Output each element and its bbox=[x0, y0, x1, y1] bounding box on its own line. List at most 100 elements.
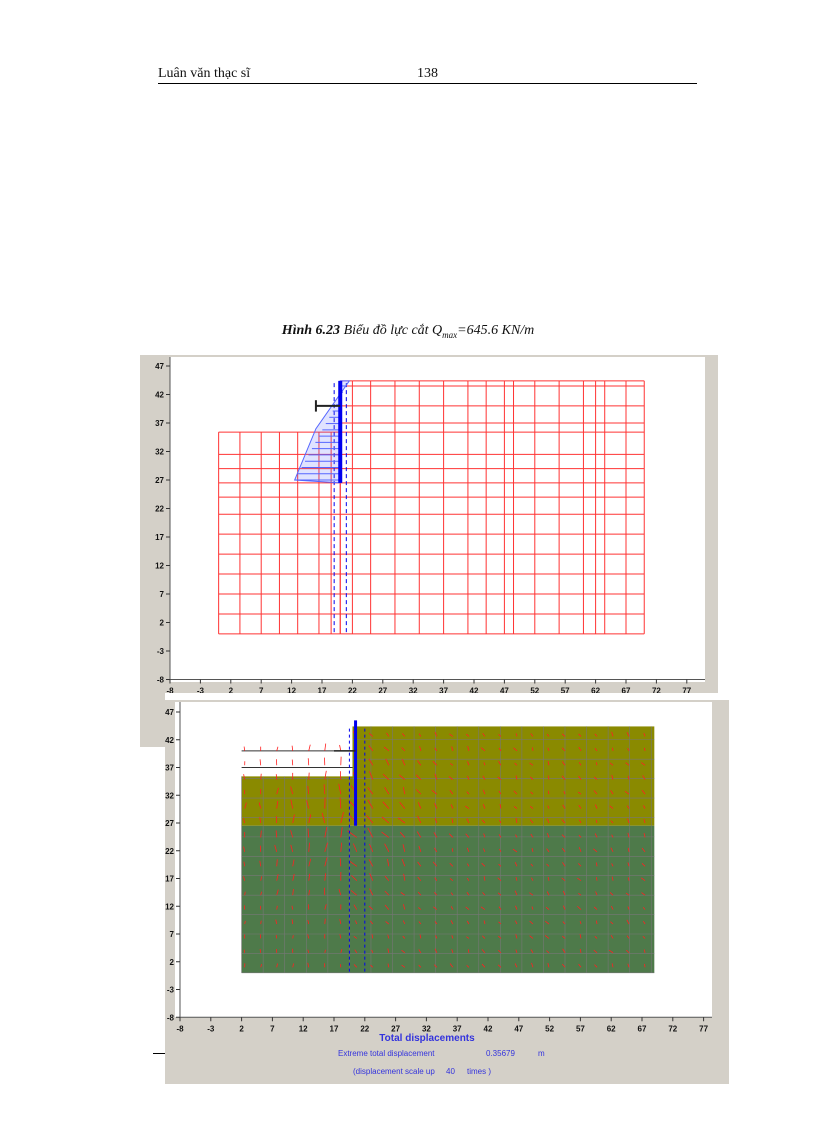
x-tick-label: 42 bbox=[470, 687, 479, 696]
y-tick-label: -3 bbox=[157, 647, 165, 656]
displacement-arrow bbox=[433, 964, 438, 968]
displacement-arrow bbox=[530, 733, 534, 737]
scale-suffix: times ) bbox=[467, 1067, 491, 1076]
displacement-arrow bbox=[578, 863, 582, 867]
displacement-arrow bbox=[515, 934, 518, 939]
displacement-arrow bbox=[274, 844, 278, 852]
displacement-arrow bbox=[515, 775, 518, 780]
displacement-arrow bbox=[497, 776, 502, 781]
displacement-arrow bbox=[498, 734, 502, 737]
x-tick-label: 62 bbox=[591, 687, 600, 696]
displacement-arrow bbox=[514, 920, 518, 925]
header-rule bbox=[158, 83, 697, 84]
displacement-arrow bbox=[366, 815, 374, 824]
x-tick-label: 32 bbox=[409, 687, 418, 696]
header-title: Luân văn thạc sĩ bbox=[158, 66, 251, 81]
displacement-arrow bbox=[546, 848, 550, 853]
displacement-arrow bbox=[244, 891, 246, 896]
displacement-arrow bbox=[385, 758, 390, 766]
displacement-arrow bbox=[258, 802, 262, 809]
displacement-arrow bbox=[544, 935, 550, 939]
displacement-arrow bbox=[433, 891, 438, 896]
displacement-arrow bbox=[466, 733, 470, 737]
displacement-arrow bbox=[368, 859, 374, 867]
displacement-arrow bbox=[418, 964, 422, 968]
displacement-arrow bbox=[515, 834, 518, 838]
displacement-arrow bbox=[417, 876, 422, 881]
displacement-arrow bbox=[448, 776, 454, 781]
scale-prefix: (displacement scale up bbox=[353, 1067, 435, 1076]
displacement-arrow bbox=[547, 760, 550, 766]
displacement-arrow bbox=[292, 859, 295, 867]
x-tick-label: 52 bbox=[530, 687, 539, 696]
displacement-arrow bbox=[627, 775, 630, 780]
displacement-arrow bbox=[514, 890, 518, 896]
displacement-arrow bbox=[515, 905, 518, 910]
displacement-arrow bbox=[466, 791, 470, 795]
displacement-arrow bbox=[626, 919, 630, 925]
x-tick-label: 57 bbox=[576, 1024, 585, 1033]
displacement-arrow bbox=[368, 745, 374, 752]
displacement-arrow bbox=[432, 861, 438, 867]
displacement-arrow bbox=[260, 876, 263, 881]
displacement-arrow bbox=[514, 963, 518, 968]
displacement-arrow bbox=[382, 773, 390, 780]
displacement-arrow bbox=[611, 863, 614, 867]
displacement-arrow bbox=[609, 892, 614, 896]
displacement-arrow bbox=[383, 746, 390, 752]
displacement-arrow bbox=[259, 948, 262, 953]
displacement-arrow bbox=[466, 818, 470, 824]
displacement-arrow bbox=[276, 859, 278, 867]
displacement-arrow bbox=[467, 949, 470, 953]
x-tick-label: 52 bbox=[545, 1024, 554, 1033]
displacement-arrow bbox=[594, 936, 598, 939]
displacement-arrow bbox=[324, 918, 326, 925]
displacement-arrow bbox=[514, 862, 518, 867]
displacement-arrow bbox=[480, 906, 486, 910]
displacement-arrow bbox=[515, 818, 518, 824]
displacement-arrow bbox=[483, 848, 486, 853]
displacement-arrow bbox=[449, 789, 454, 795]
x-tick-label: 77 bbox=[699, 1024, 708, 1033]
y-tick-label: 22 bbox=[165, 847, 174, 856]
displacement-arrow bbox=[467, 775, 470, 780]
displacement-arrow bbox=[418, 949, 422, 954]
displacement-arrow bbox=[449, 878, 454, 882]
displacement-arrow bbox=[498, 935, 502, 939]
displacement-arrow bbox=[529, 819, 534, 824]
displacement-arrow bbox=[308, 814, 312, 824]
displacement-arrow bbox=[340, 811, 344, 824]
displacement-arrow bbox=[369, 920, 374, 925]
displacement-arrow bbox=[499, 848, 502, 853]
y-tick-label: 17 bbox=[165, 875, 174, 884]
displacement-arrow bbox=[451, 848, 454, 852]
displacement-arrow bbox=[450, 892, 454, 896]
displacement-arrow bbox=[513, 806, 518, 809]
displacement-arrow bbox=[578, 733, 582, 737]
page-number: 138 bbox=[417, 66, 438, 81]
caption-subscript: max bbox=[442, 329, 458, 340]
y-tick-label: 12 bbox=[165, 902, 174, 911]
displacement-arrow bbox=[276, 746, 279, 751]
displacement-arrow bbox=[498, 949, 502, 954]
displacement-arrow bbox=[418, 845, 422, 852]
displacement-arrow bbox=[382, 801, 390, 809]
displacement-arrow bbox=[432, 761, 438, 766]
displacement-arrow bbox=[642, 935, 646, 939]
y-tick-label: 42 bbox=[165, 736, 174, 745]
displacement-arrow bbox=[307, 758, 310, 766]
displacement-arrow bbox=[324, 743, 327, 751]
displacement-arrow bbox=[531, 906, 534, 910]
displacement-arrow bbox=[579, 819, 582, 824]
displacement-arrow bbox=[307, 919, 310, 925]
displacement-arrow bbox=[481, 819, 486, 824]
displacement-arrow bbox=[368, 758, 374, 766]
displacement-arrow bbox=[513, 747, 518, 752]
x-tick-label: 67 bbox=[622, 687, 631, 696]
displacement-arrow bbox=[641, 877, 646, 882]
displacement-arrow bbox=[561, 834, 566, 838]
displacement-arrow bbox=[531, 962, 534, 968]
displacement-arrow bbox=[387, 948, 390, 953]
displacement-arrow bbox=[385, 921, 390, 925]
